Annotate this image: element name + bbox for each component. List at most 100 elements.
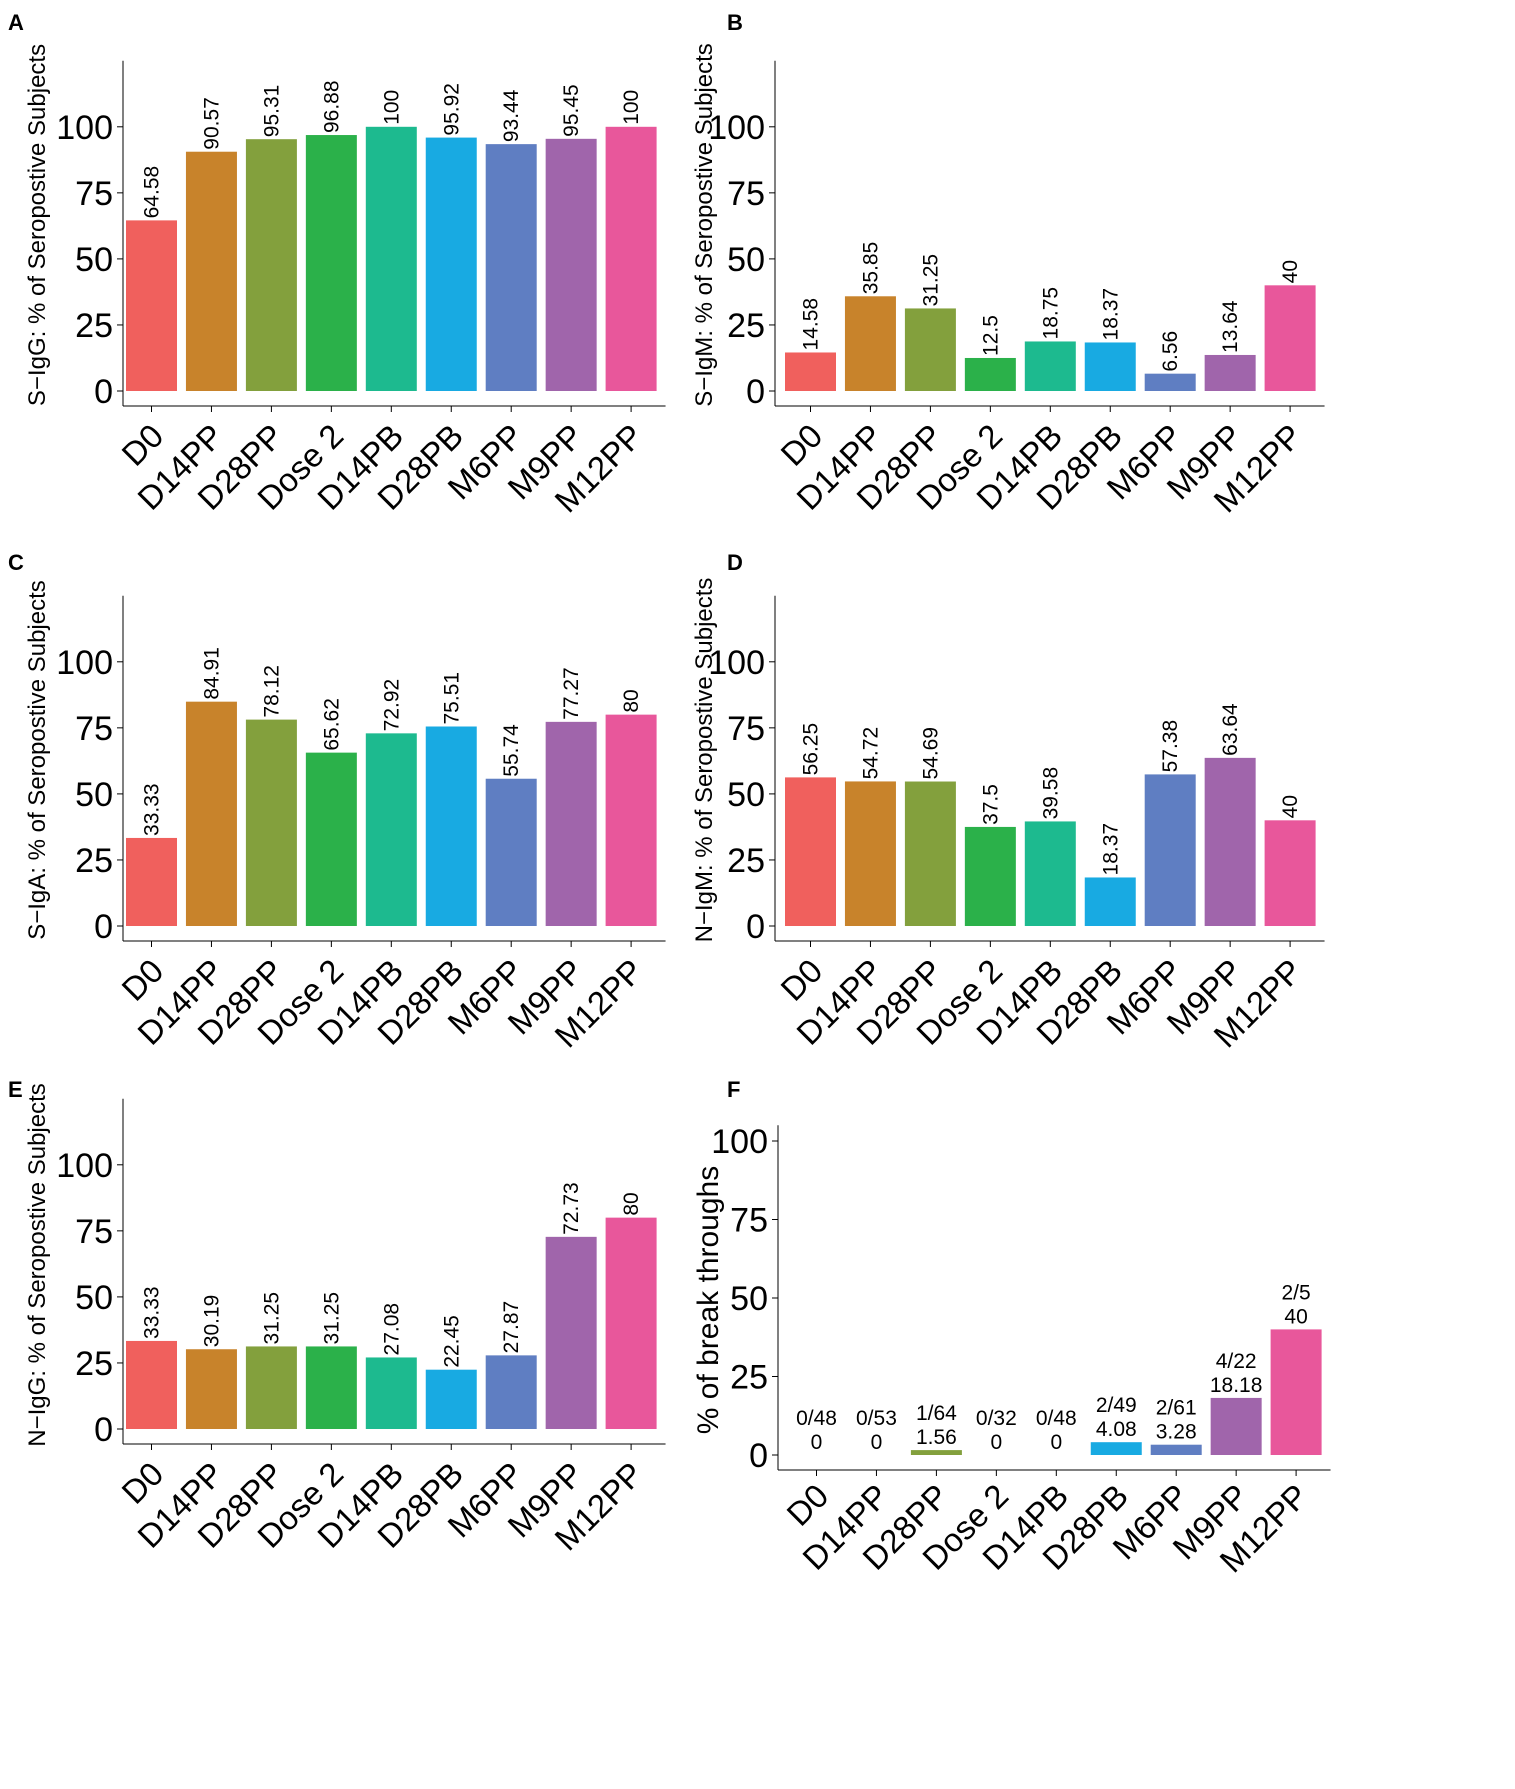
panel-letter: B [727,10,743,35]
data-label: 13.64 [1219,300,1242,353]
data-label: 56.25 [800,723,823,776]
y-tick-label: 75 [727,710,765,748]
data-label: 75.51 [440,672,463,725]
bar-d28pb [1084,877,1136,926]
data-label: 18.37 [1099,823,1122,876]
bar-m6pp [485,1355,537,1429]
y-tick-label: 0 [746,908,765,946]
data-label: 77.27 [560,667,583,720]
data-label: 18.37 [1099,288,1122,341]
data-label: 31.25 [919,254,942,307]
bar-d14pb [1024,341,1076,391]
fraction-label: 1/64 [916,1402,957,1425]
data-label: 1.56 [916,1426,957,1449]
bar-d14pp [844,296,896,391]
data-label: 35.85 [859,242,882,295]
y-tick-label: 0 [94,908,113,946]
y-tick-label: 50 [727,776,765,814]
data-label: 54.72 [859,727,882,780]
data-label: 40 [1279,260,1302,283]
bar-m6pp [485,144,537,391]
fraction-label: 0/48 [796,1407,837,1430]
data-label: 54.69 [919,727,942,780]
y-tick-label: 100 [56,109,113,147]
y-tick-label: 25 [730,1359,768,1397]
y-tick-label: 50 [730,1280,768,1318]
fraction-label: 4/22 [1216,1350,1257,1373]
data-label: 33.33 [141,783,164,836]
data-label: 0 [991,1431,1003,1454]
data-label: 40 [1279,795,1302,818]
y-tick-label: 75 [730,1202,768,1240]
y-tick-label: 25 [75,1345,113,1383]
bar-d28pb [425,137,477,391]
data-label: 64.58 [141,166,164,219]
bar-d0 [126,220,177,391]
data-label: 33.33 [141,1286,164,1339]
panel-letter: C [8,550,24,575]
bar-m9pp [545,138,597,391]
data-label: 80 [620,1192,643,1215]
data-label: 18.18 [1210,1374,1263,1397]
panel-letter: A [8,10,24,35]
data-label: 0 [871,1431,883,1454]
bar-dose-2 [964,826,1016,926]
fraction-label: 2/49 [1096,1394,1137,1417]
bar-m12pp [605,126,657,392]
bar-m6pp [1150,1444,1202,1455]
bar-m6pp [485,778,537,926]
data-label: 37.5 [979,784,1002,825]
bar-d14pp [185,701,237,926]
bar-d0 [126,1340,177,1429]
bar-d14pp [185,151,237,391]
bar-d14pb [365,126,417,392]
y-axis-label: S−IgM: % of Seropostive Subjects [691,43,718,407]
fraction-label: 2/61 [1156,1397,1197,1420]
bar-m9pp [1204,757,1256,926]
data-label: 18.75 [1039,287,1062,340]
bar-d14pp [844,781,896,926]
y-tick-label: 25 [75,842,113,880]
data-label: 57.38 [1159,720,1182,773]
bar-d14pb [365,733,417,926]
bar-m12pp [605,714,657,926]
data-label: 30.19 [200,1295,223,1348]
y-tick-label: 75 [727,175,765,213]
y-tick-label: 75 [75,710,113,748]
y-tick-label: 25 [727,307,765,345]
bar-m12pp [1264,820,1316,926]
data-label: 80 [620,689,643,712]
bar-dose-2 [305,135,357,391]
data-label: 39.58 [1039,767,1062,820]
bar-d28pp [245,1346,297,1429]
data-label: 100 [380,90,403,125]
y-axis-label: S−IgG: % of Seropostive Subjects [24,44,51,406]
y-tick-label: 0 [746,373,765,411]
bar-d28pp [245,139,297,391]
y-tick-label: 75 [75,175,113,213]
data-label: 3.28 [1156,1421,1197,1444]
data-label: 31.25 [320,1292,343,1345]
data-label: 27.87 [500,1301,523,1354]
bar-m12pp [1264,285,1316,391]
fraction-label: 2/5 [1281,1281,1310,1304]
data-label: 95.31 [260,85,283,138]
y-axis-label: % of break throughs [692,1166,725,1435]
data-label: 14.58 [800,298,823,351]
y-tick-label: 100 [708,644,765,682]
data-label: 12.5 [979,315,1002,356]
bar-m9pp [1204,354,1256,391]
data-label: 72.73 [560,1182,583,1235]
y-tick-label: 50 [75,241,113,279]
bar-d28pb [1084,342,1136,391]
fraction-label: 0/32 [976,1407,1017,1430]
bar-d14pb [365,1357,417,1429]
data-label: 100 [620,90,643,125]
y-axis-label: N−IgG: % of Seropostive Subjects [24,1083,51,1447]
bar-d14pp [185,1349,237,1429]
data-label: 84.91 [200,647,223,700]
